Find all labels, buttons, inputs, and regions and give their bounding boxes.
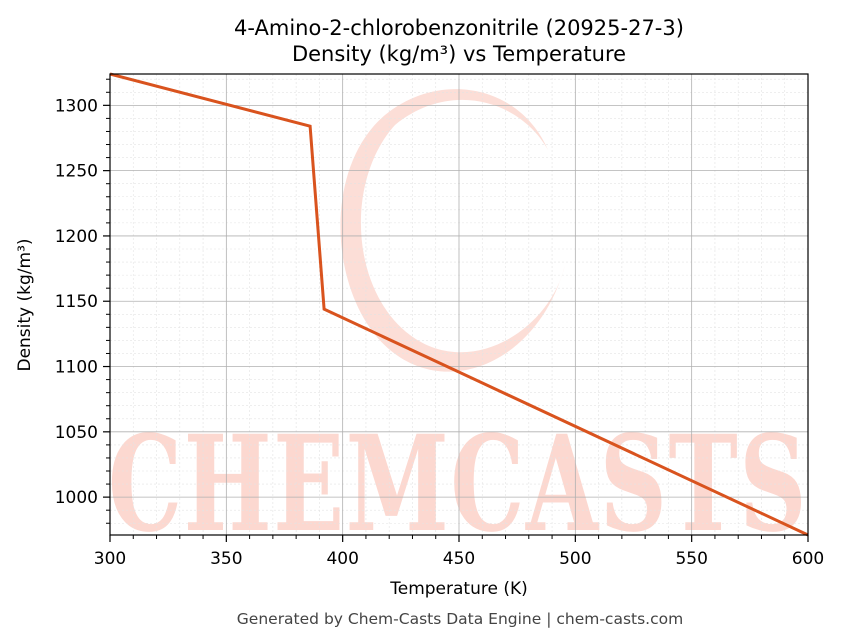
density-line: [109, 72, 809, 537]
x-axis-label: Temperature (K): [389, 579, 528, 599]
y-tick-label: 1100: [55, 358, 98, 378]
chemcasts-watermark: CHEMCASTS: [108, 89, 808, 562]
y-axis-label: Density (kg/m³): [15, 238, 35, 371]
chart-title: 4-Amino-2-chlorobenzonitrile (20925-27-3…: [234, 16, 684, 40]
chart-subtitle: Density (kg/m³) vs Temperature: [292, 42, 626, 66]
y-tick-label: 1000: [55, 488, 98, 508]
x-tick-label: 600: [792, 549, 824, 569]
watermark-text: CHEMCASTS: [108, 407, 808, 562]
x-tick-label: 400: [326, 549, 358, 569]
footer-credit: Generated by Chem-Casts Data Engine | ch…: [237, 610, 683, 628]
x-tick-label: 300: [94, 549, 126, 569]
y-tick-label: 1250: [55, 162, 98, 182]
x-tick-label: 550: [675, 549, 707, 569]
y-tick-label: 1300: [55, 96, 98, 116]
y-axis: 1000 1050 1100 1150 1200 1250 1300: [55, 78, 110, 524]
x-tick-label: 500: [559, 549, 591, 569]
x-tick-label: 350: [210, 549, 242, 569]
y-tick-label: 1050: [55, 423, 98, 443]
x-axis: 300 350 400 450 500 550 600: [94, 535, 824, 569]
y-tick-label: 1150: [55, 292, 98, 312]
x-tick-label: 450: [443, 549, 475, 569]
y-tick-label: 1200: [55, 227, 98, 247]
